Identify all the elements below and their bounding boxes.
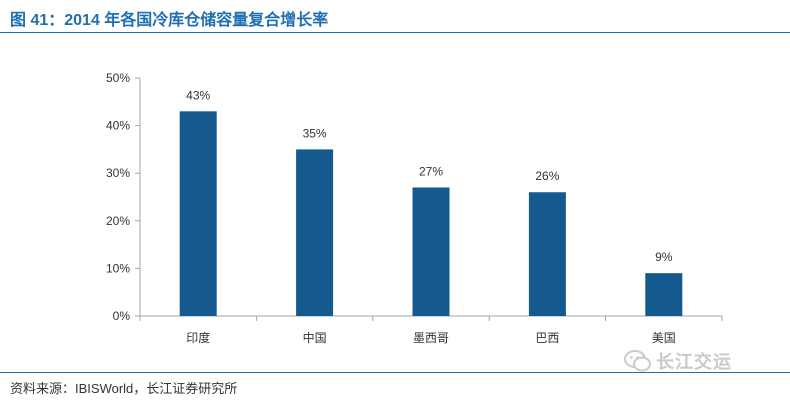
bar-chart: 0% 10% 20% 30% 40% 50% 43% 印度 35% 中国 27% 墨西哥 26% 巴西 9%… — [106, 71, 723, 345]
figure-title: 图 41：2014 年各国冷库仓储容量复合增长率 — [10, 12, 329, 29]
bar — [645, 273, 683, 316]
y-tick-label: 20% — [106, 214, 130, 228]
bar — [179, 111, 217, 316]
y-tick-label: 30% — [106, 166, 130, 180]
title-divider — [0, 32, 790, 33]
bar — [296, 149, 334, 316]
watermark-text: 长江交运 — [656, 352, 732, 372]
x-category-label: 墨西哥 — [413, 331, 449, 345]
bar-value-label: 9% — [655, 250, 673, 264]
x-category-label: 印度 — [186, 330, 210, 345]
bar — [528, 192, 566, 316]
x-category-label: 中国 — [303, 330, 327, 345]
y-tick-label: 40% — [106, 119, 130, 133]
y-tick-label: 10% — [106, 261, 130, 275]
bar-value-label: 35% — [303, 126, 327, 140]
y-tick-label: 0% — [113, 309, 131, 323]
source-note: 资料来源：IBISWorld，长江证券研究所 — [10, 381, 238, 396]
footer-divider — [0, 372, 790, 373]
bar-value-label: 27% — [419, 164, 443, 178]
watermark: 长江交运 — [624, 348, 732, 374]
bar-value-label: 43% — [186, 88, 210, 102]
bar-value-label: 26% — [535, 169, 559, 183]
x-category-label: 美国 — [652, 331, 676, 345]
bar — [412, 187, 450, 316]
wechat-icon — [624, 350, 651, 372]
y-tick-label: 50% — [106, 71, 130, 85]
x-category-label: 巴西 — [535, 331, 559, 345]
